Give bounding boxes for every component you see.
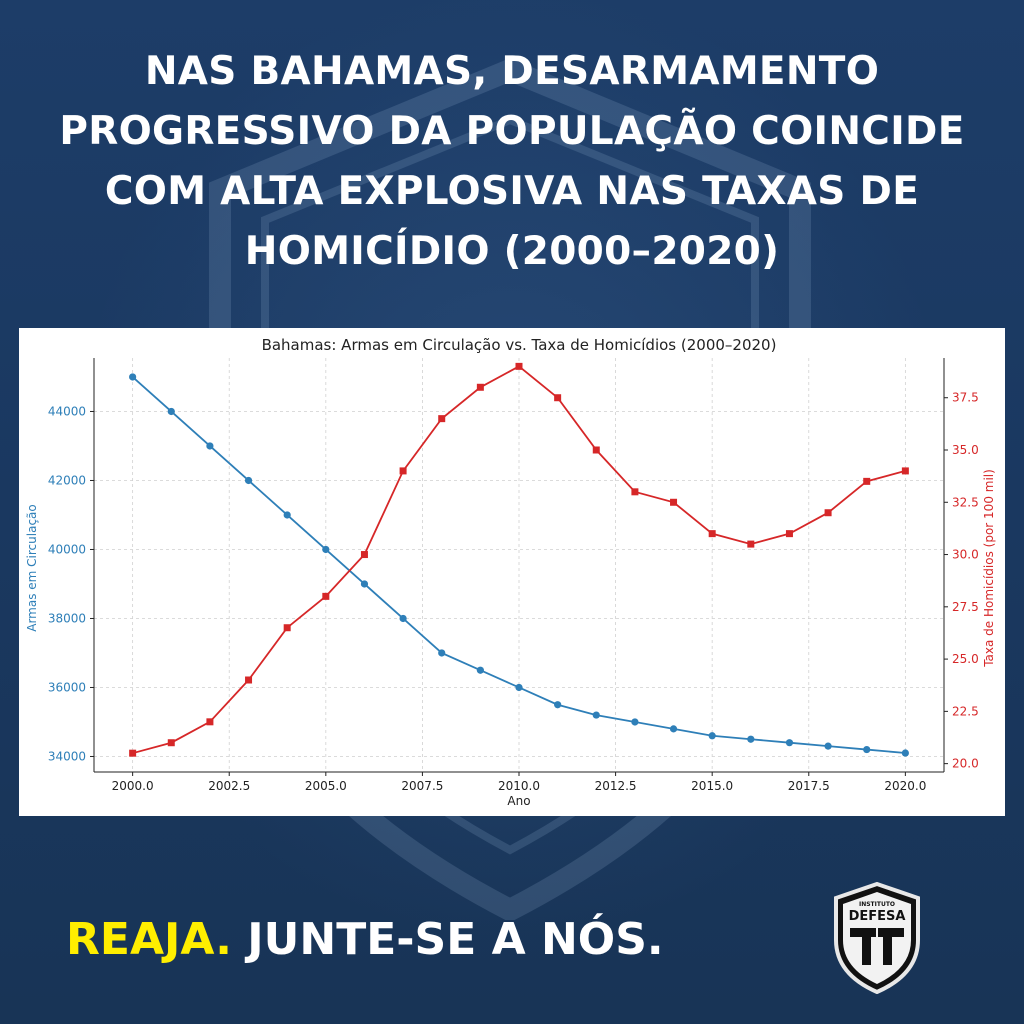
x-tick-label: 2012.5 <box>595 779 637 793</box>
data-point-armas <box>592 711 600 719</box>
y-right-tick-label: 30.0 <box>952 548 979 562</box>
logo-top-text: INSTITUTO <box>859 901 895 908</box>
data-point-homicidios <box>901 467 909 475</box>
data-point-homicidios <box>129 749 137 757</box>
data-point-armas <box>554 701 562 709</box>
data-point-armas <box>785 739 794 747</box>
data-point-armas <box>167 407 175 416</box>
x-tick-label: 2020.0 <box>884 779 926 793</box>
data-point-armas <box>863 745 871 754</box>
y-right-tick-label: 27.5 <box>952 600 979 614</box>
data-point-homicidios <box>785 530 793 538</box>
x-tick-label: 2005.0 <box>305 779 347 793</box>
headline-line-1: NAS BAHAMAS, DESARMAMENTO <box>144 49 880 94</box>
data-point-armas <box>283 511 291 519</box>
y-right-tick-label: 25.0 <box>952 652 979 666</box>
data-point-homicidios <box>167 739 175 747</box>
data-point-homicidios <box>360 551 368 559</box>
data-point-armas <box>360 580 369 588</box>
x-tick-label: 2007.5 <box>401 779 443 793</box>
data-point-armas <box>708 732 716 740</box>
pistols-icon <box>850 928 904 965</box>
data-point-armas <box>129 373 137 381</box>
data-point-homicidios <box>245 676 253 684</box>
data-point-homicidios <box>592 446 600 454</box>
data-point-homicidios <box>322 592 330 600</box>
data-point-armas <box>476 666 484 674</box>
chart-card: Bahamas: Armas em Circulação vs. Taxa de… <box>19 328 1005 816</box>
logo-main-text: DEFESA <box>849 909 906 924</box>
data-point-homicidios <box>863 477 871 485</box>
data-point-armas <box>631 718 639 726</box>
call-to-action: REAJA. JUNTE-SE A NÓS. <box>66 908 664 972</box>
y-right-tick-label: 22.5 <box>952 704 979 718</box>
data-point-armas <box>901 749 909 757</box>
data-point-homicidios <box>399 467 407 475</box>
cta-highlight: REAJA. <box>66 914 232 965</box>
data-point-homicidios <box>708 530 716 538</box>
data-point-homicidios <box>747 540 755 548</box>
data-point-homicidios <box>631 488 639 496</box>
instituto-defesa-logo: INSTITUTO DEFESA <box>834 882 920 994</box>
data-point-armas <box>206 442 214 450</box>
data-point-homicidios <box>476 383 484 391</box>
data-point-homicidios <box>515 362 523 370</box>
x-tick-label: 2017.5 <box>788 779 830 793</box>
y-left-tick-label: 38000 <box>48 611 86 625</box>
y-axis-label-right: Taxa de Homicídios (por 100 mil) <box>982 469 996 668</box>
x-axis-label: Ano <box>507 794 530 808</box>
x-tick-label: 2000.0 <box>112 779 154 793</box>
data-point-armas <box>438 649 446 657</box>
y-left-tick-label: 40000 <box>48 542 86 556</box>
y-right-tick-label: 37.5 <box>952 391 979 405</box>
data-point-armas <box>322 545 330 554</box>
headline-line-3: COM ALTA EXPLOSIVA NAS TAXAS DE <box>104 169 920 214</box>
data-point-homicidios <box>554 394 562 402</box>
data-point-armas <box>824 742 832 750</box>
data-point-homicidios <box>824 509 832 517</box>
data-point-homicidios <box>670 498 678 506</box>
y-axis-label-left: Armas em Circulação <box>25 504 39 632</box>
series <box>129 362 909 757</box>
data-point-homicidios <box>438 415 446 423</box>
y-right-tick-label: 35.0 <box>952 443 979 457</box>
data-point-armas <box>399 614 407 623</box>
y-left-tick-label: 36000 <box>48 680 86 694</box>
grid <box>94 358 944 772</box>
x-tick-label: 2002.5 <box>208 779 250 793</box>
x-tick-label: 2015.0 <box>691 779 733 793</box>
data-point-armas <box>747 735 755 743</box>
headline-line-2: PROGRESSIVO DA POPULAÇÃO COINCIDE <box>59 109 965 154</box>
data-point-armas <box>244 476 253 485</box>
y-right-tick-label: 32.5 <box>952 495 979 509</box>
x-tick-label: 2010.0 <box>498 779 540 793</box>
data-point-armas <box>669 725 678 733</box>
y-left-tick-label: 34000 <box>48 749 86 763</box>
headline-line-4: HOMICÍDIO (2000–2020) <box>244 229 780 274</box>
data-point-homicidios <box>283 624 291 632</box>
line-chart: Bahamas: Armas em Circulação vs. Taxa de… <box>25 336 996 808</box>
data-point-armas <box>515 683 523 692</box>
y-left-tick-label: 44000 <box>48 404 86 418</box>
cta-text: JUNTE-SE A NÓS. <box>247 914 664 965</box>
y-right-tick-label: 20.0 <box>952 757 979 771</box>
y-left-tick-label: 42000 <box>48 473 86 487</box>
headline: NAS BAHAMAS, DESARMAMENTO PROGRESSIVO DA… <box>20 42 1004 282</box>
chart-title: Bahamas: Armas em Circulação vs. Taxa de… <box>262 336 777 354</box>
axes: 2000.0 2002.5 2005.0 2007.5 2010.0 2012.5 2015… <box>48 358 979 793</box>
data-point-homicidios <box>206 718 214 726</box>
